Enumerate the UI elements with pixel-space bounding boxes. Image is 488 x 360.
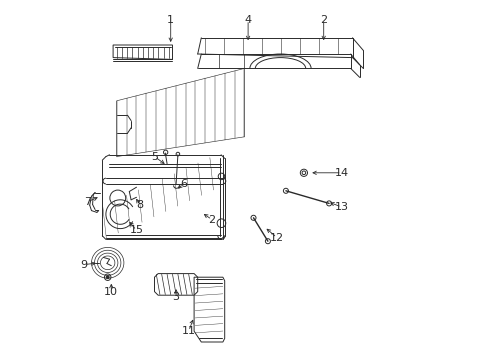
Text: 2: 2 <box>208 215 215 225</box>
Text: 14: 14 <box>334 168 348 178</box>
Text: 4: 4 <box>244 15 251 25</box>
Text: 9: 9 <box>81 260 88 270</box>
Text: 15: 15 <box>129 225 143 235</box>
Circle shape <box>106 276 109 279</box>
Text: 7: 7 <box>84 197 91 207</box>
Text: 10: 10 <box>104 287 118 297</box>
Text: 12: 12 <box>269 233 284 243</box>
Text: 13: 13 <box>334 202 348 212</box>
Text: 5: 5 <box>151 152 158 162</box>
Text: 1: 1 <box>167 15 174 25</box>
Text: 3: 3 <box>172 292 179 302</box>
Text: 6: 6 <box>180 179 186 189</box>
Text: 11: 11 <box>182 326 195 336</box>
Text: 8: 8 <box>136 200 143 210</box>
Text: 2: 2 <box>320 15 326 25</box>
